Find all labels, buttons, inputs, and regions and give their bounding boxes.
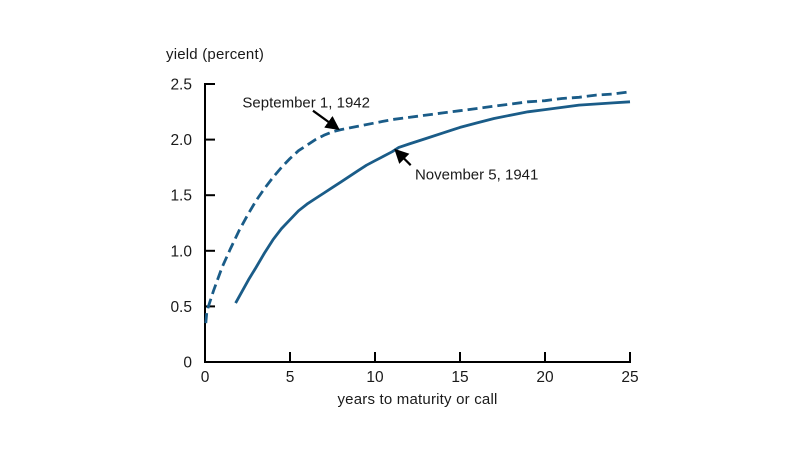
x-tick-label: 10 <box>366 369 384 386</box>
y-tick-label: 1.0 <box>170 243 192 260</box>
y-axis-title: yield (percent) <box>166 46 265 63</box>
x-tick-label: 15 <box>451 369 468 386</box>
y-tick-label: 0 <box>183 355 192 372</box>
series-label-annotation: September 1, 1942 <box>242 94 370 111</box>
x-tick-label: 5 <box>286 369 295 386</box>
series-line-dashed <box>204 90 631 324</box>
series-label-annotation: November 5, 1941 <box>415 167 538 184</box>
axes <box>204 83 631 363</box>
x-tick-label: 0 <box>201 369 210 386</box>
annotation-arrow <box>312 109 340 131</box>
x-axis-label: years to maturity or call <box>337 391 498 408</box>
x-tick-label: 25 <box>621 369 638 386</box>
annotations: September 1, 1942 November 5, 1941 <box>242 94 538 183</box>
y-tick-label: 2.0 <box>170 132 192 149</box>
series-lines <box>204 90 631 324</box>
x-tick-label: 20 <box>536 369 554 386</box>
tick-labels: 0 0.5 1.0 1.5 2.0 2.5 0 5 10 15 20 25 <box>170 77 638 387</box>
y-tick-label: 2.5 <box>170 77 192 94</box>
annotation-arrow <box>394 148 412 166</box>
y-tick-label: 1.5 <box>170 188 192 205</box>
axis-line <box>204 83 631 363</box>
series-line-solid <box>234 100 631 304</box>
y-tick-label: 0.5 <box>170 299 192 316</box>
